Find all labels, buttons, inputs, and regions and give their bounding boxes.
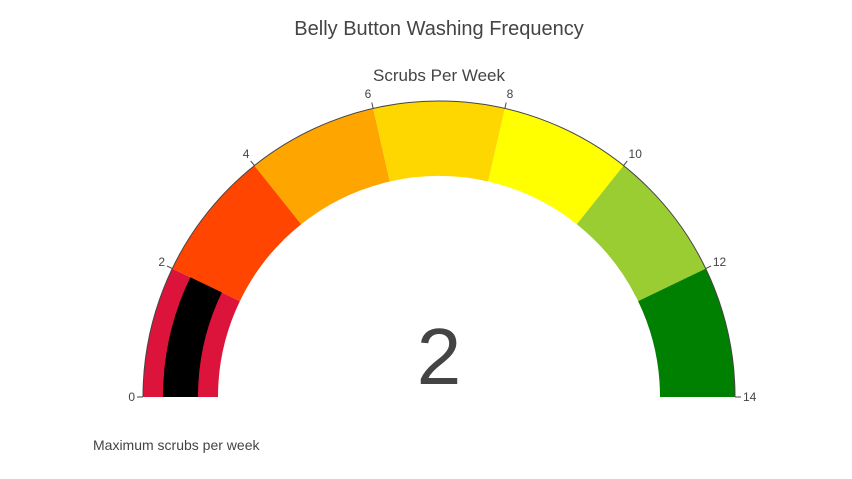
gauge-tick-1 [166,265,173,270]
gauge-tick-2 [250,160,255,166]
gauge-bar-layer [163,277,222,397]
gauge-tick-label: 0 [128,390,135,404]
gauge-value-bar [163,277,222,397]
gauge-tick-label: 12 [713,255,727,269]
gauge-tick-3 [371,102,374,109]
gauge-ticks: 0 2 4 6 8 10 12 14 [128,87,756,404]
gauge-value: 2 [417,312,462,401]
chart-title: Belly Button Washing Frequency [294,18,583,40]
gauge-tick-label: 2 [158,255,165,269]
annotation-text: Maximum scrubs per week [93,437,260,453]
gauge-step-6 [638,268,735,397]
gauge-tick-6 [705,265,712,270]
gauge-outline-layer [142,100,736,398]
gauge-step-1 [172,165,302,302]
gauge-title: Scrubs Per Week [373,66,505,85]
gauge-tick-label: 6 [365,87,372,101]
gauge-tick-5 [623,160,628,166]
gauge-tick-4 [504,102,507,109]
gauge-step-2 [254,108,390,225]
gauge-tick-label: 8 [507,87,514,101]
gauge-step-5 [576,165,706,302]
gauge-tick-label: 4 [243,147,250,161]
gauge-step-3 [373,100,505,182]
gauge-tick-label: 14 [743,390,757,404]
gauge-outline [142,100,736,398]
gauge-step-4 [488,108,624,225]
gauge-tick-label: 10 [629,147,643,161]
